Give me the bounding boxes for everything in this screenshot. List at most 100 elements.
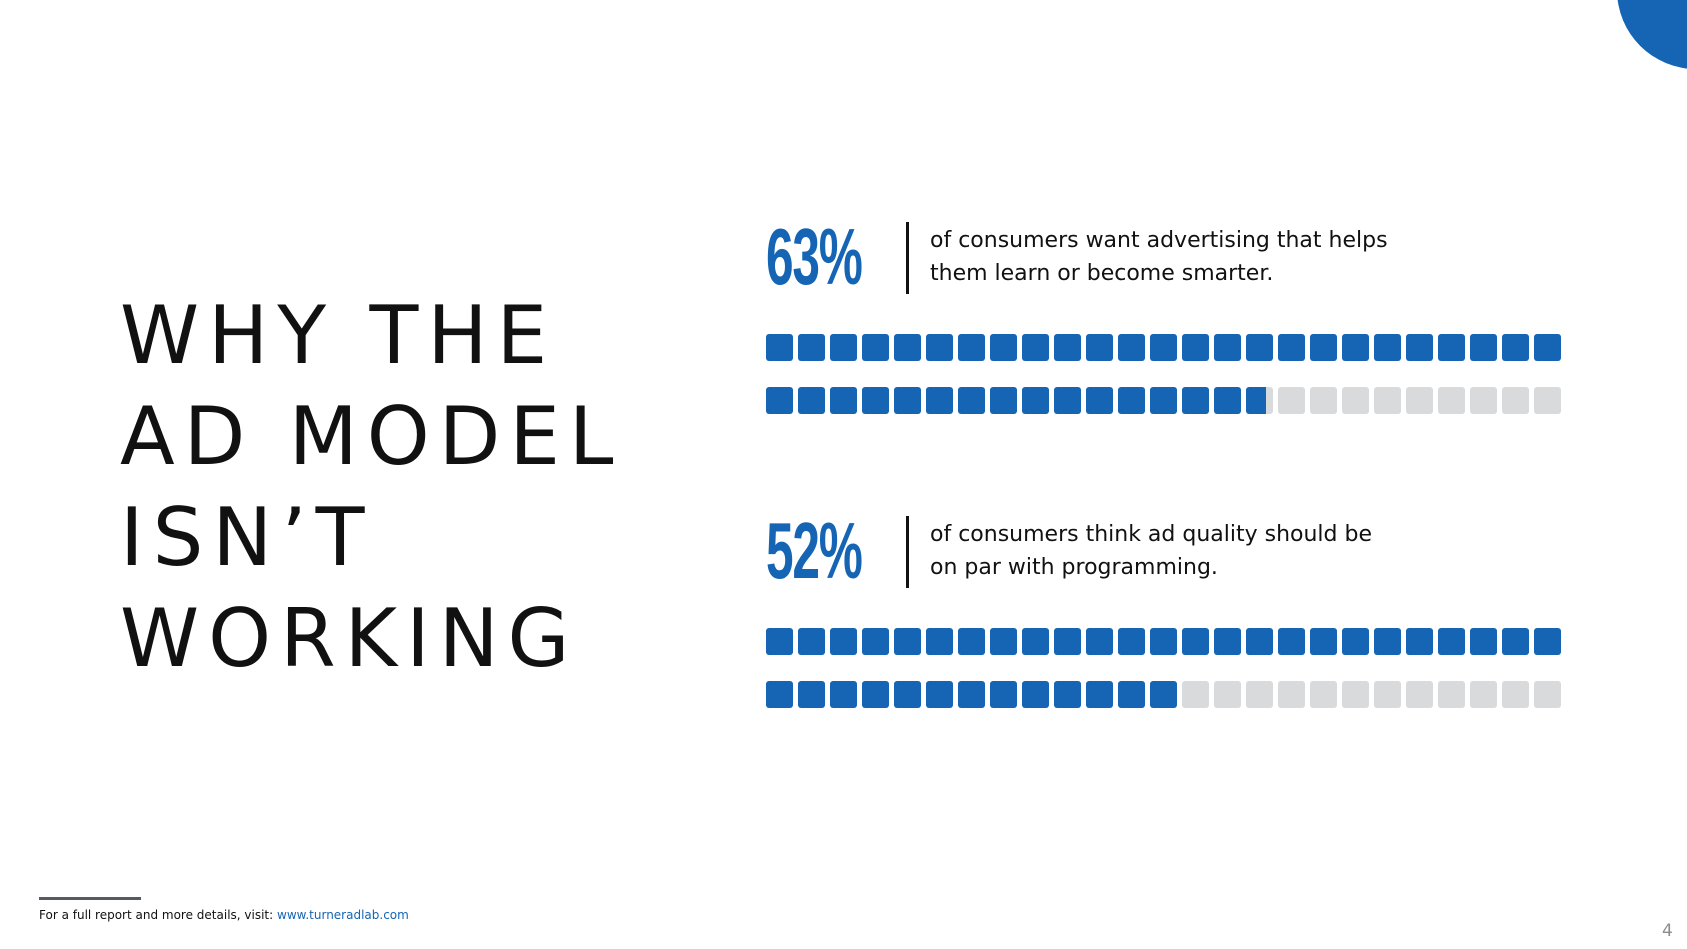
waffle-cell xyxy=(766,334,793,361)
waffle-cell xyxy=(830,334,857,361)
waffle-cell xyxy=(1118,334,1145,361)
waffle-cell xyxy=(990,387,1017,414)
waffle-cell xyxy=(958,681,985,708)
title-line: WHY THE xyxy=(120,289,557,382)
waffle-cell xyxy=(958,387,985,414)
waffle-cell xyxy=(1502,628,1529,655)
waffle-cell xyxy=(894,387,921,414)
waffle-cell xyxy=(830,681,857,708)
waffle-cell xyxy=(1246,387,1273,414)
waffle-cell xyxy=(1278,628,1305,655)
waffle-cell xyxy=(862,334,889,361)
stat-percent: 52% xyxy=(766,506,863,595)
waffle-row-total xyxy=(766,334,1561,361)
waffle-cell xyxy=(798,334,825,361)
footer-link[interactable]: www.turneradlab.com xyxy=(277,908,409,922)
waffle-cell xyxy=(1438,628,1465,655)
footer-rule xyxy=(39,897,141,900)
waffle-cell xyxy=(1310,387,1337,414)
stat-description: of consumers want advertising that helps… xyxy=(930,224,1450,290)
waffle-cell xyxy=(1214,334,1241,361)
waffle-cell xyxy=(1150,628,1177,655)
waffle-cell xyxy=(1182,628,1209,655)
waffle-cell xyxy=(862,628,889,655)
stat-description-line: on par with programming. xyxy=(930,555,1218,580)
waffle-cell xyxy=(1438,334,1465,361)
stat-percent: 63% xyxy=(766,212,863,301)
waffle-cell xyxy=(1278,681,1305,708)
waffle-cell xyxy=(1118,628,1145,655)
waffle-cell xyxy=(1182,334,1209,361)
waffle-cell xyxy=(1278,387,1305,414)
waffle-cell xyxy=(1534,334,1561,361)
waffle-cell xyxy=(1342,681,1369,708)
waffle-cell xyxy=(1246,628,1273,655)
waffle-cell xyxy=(1246,334,1273,361)
waffle-cell xyxy=(1310,628,1337,655)
waffle-cell xyxy=(990,628,1017,655)
waffle-cell xyxy=(1374,334,1401,361)
waffle-cell xyxy=(926,681,953,708)
stat-description-line: them learn or become smarter. xyxy=(930,261,1274,286)
waffle-cell xyxy=(1054,628,1081,655)
waffle-cell xyxy=(1214,387,1241,414)
stat-description: of consumers think ad quality should be … xyxy=(930,518,1450,584)
waffle-row-value xyxy=(766,681,1561,708)
waffle-cell xyxy=(990,334,1017,361)
waffle-cell xyxy=(830,387,857,414)
corner-decoration-circle xyxy=(1617,0,1687,69)
waffle-cell xyxy=(1534,387,1561,414)
waffle-cell xyxy=(1342,387,1369,414)
waffle-cell xyxy=(766,681,793,708)
waffle-cell xyxy=(1182,387,1209,414)
waffle-cell xyxy=(1534,628,1561,655)
waffle-cell xyxy=(1054,681,1081,708)
waffle-cell xyxy=(1278,334,1305,361)
waffle-cell xyxy=(862,681,889,708)
waffle-cell xyxy=(1502,681,1529,708)
waffle-cell xyxy=(1022,628,1049,655)
waffle-cell xyxy=(1214,628,1241,655)
waffle-cell xyxy=(1406,387,1433,414)
waffle-cell xyxy=(1310,334,1337,361)
footer-text: For a full report and more details, visi… xyxy=(39,908,277,922)
waffle-cell xyxy=(1086,681,1113,708)
waffle-cell xyxy=(1374,387,1401,414)
waffle-cell xyxy=(862,387,889,414)
waffle-cell xyxy=(1406,681,1433,708)
waffle-cell xyxy=(798,387,825,414)
waffle-cell xyxy=(766,387,793,414)
stat-divider xyxy=(906,516,909,588)
waffle-cell xyxy=(1086,387,1113,414)
waffle-cell xyxy=(1246,681,1273,708)
waffle-cell xyxy=(1438,681,1465,708)
stat-block-learn: 63% of consumers want advertising that h… xyxy=(766,212,1586,414)
stat-divider xyxy=(906,222,909,294)
stat-header: 52% of consumers think ad quality should… xyxy=(766,506,1586,595)
waffle-cell xyxy=(1214,681,1241,708)
waffle-cell xyxy=(958,334,985,361)
waffle-cell xyxy=(1374,681,1401,708)
waffle-cell xyxy=(990,681,1017,708)
waffle-cell xyxy=(830,628,857,655)
waffle-cell xyxy=(1470,334,1497,361)
waffle-cell xyxy=(1406,334,1433,361)
waffle-cell xyxy=(894,334,921,361)
page-number: 4 xyxy=(1662,921,1673,941)
stat-block-quality: 52% of consumers think ad quality should… xyxy=(766,506,1586,708)
waffle-cell xyxy=(1406,628,1433,655)
waffle-cell xyxy=(766,628,793,655)
stat-header: 63% of consumers want advertising that h… xyxy=(766,212,1586,301)
waffle-cell xyxy=(894,628,921,655)
waffle-cell xyxy=(1470,681,1497,708)
waffle-cell xyxy=(1150,681,1177,708)
waffle-cell xyxy=(926,334,953,361)
waffle-cell xyxy=(1470,628,1497,655)
waffle-cell xyxy=(1054,387,1081,414)
waffle-cell xyxy=(1118,681,1145,708)
footer-note: For a full report and more details, visi… xyxy=(39,907,409,923)
stat-description-line: of consumers want advertising that helps xyxy=(930,228,1388,253)
waffle-cell xyxy=(1182,681,1209,708)
stat-description-line: of consumers think ad quality should be xyxy=(930,522,1372,547)
